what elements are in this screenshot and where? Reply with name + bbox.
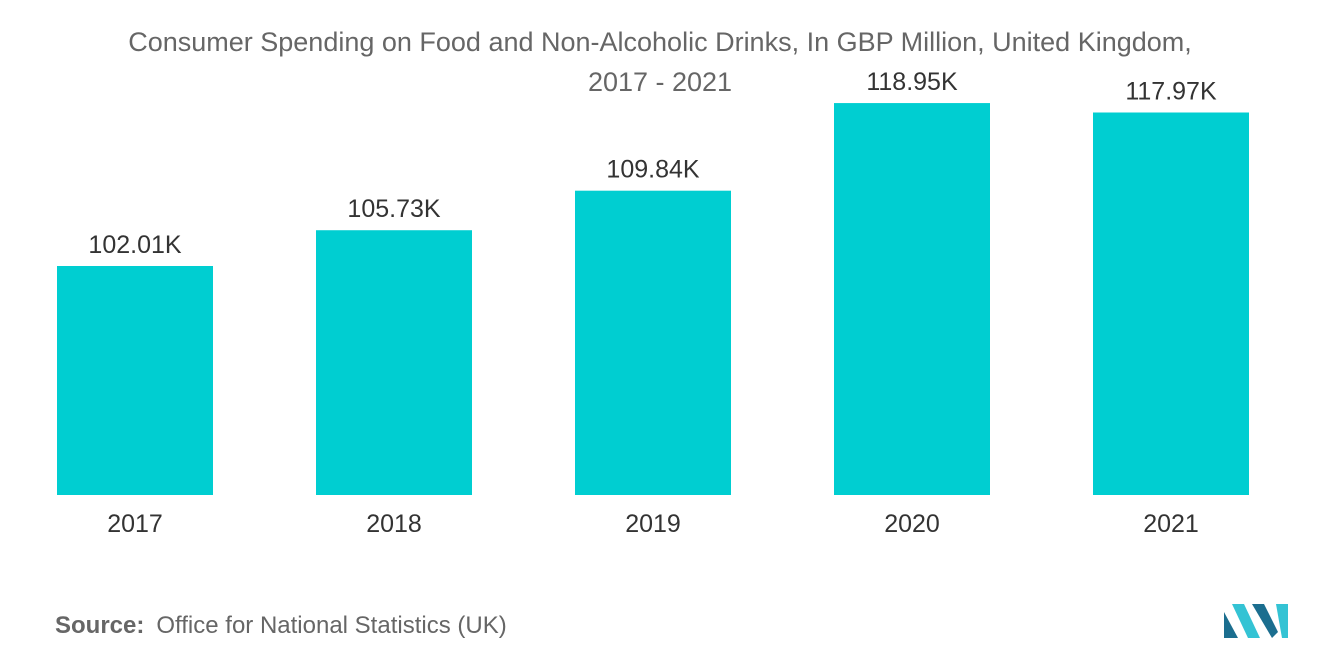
- category-label-2020: 2020: [884, 510, 940, 538]
- bar-2020: [834, 103, 990, 495]
- bar-2019: [575, 190, 731, 495]
- value-label-2018: 105.73K: [347, 195, 440, 223]
- bar-chart: 102.01K 2017 105.73K 2018 109.84K 2019 118.95K…: [57, 68, 1249, 538]
- chart-title-line-1: Consumer Spending on Food and Non-Alcoho…: [128, 27, 1192, 57]
- value-label-2020: 118.95K: [866, 68, 958, 96]
- source-text: Office for National Statistics (UK): [156, 612, 507, 639]
- value-label-2019: 109.84K: [606, 156, 699, 184]
- chart-title-line-2: 2017 - 2021: [587, 67, 733, 97]
- category-label-2017: 2017: [107, 510, 163, 538]
- value-label-2021: 117.97K: [1125, 77, 1217, 105]
- bar-2021: [1093, 112, 1249, 495]
- source-label: Source:: [55, 612, 145, 639]
- bar-2017: [57, 266, 213, 495]
- chart-title: Consumer Spending on Food and Non-Alcoho…: [0, 22, 1320, 102]
- category-label-2018: 2018: [366, 510, 422, 538]
- category-label-2021: 2021: [1143, 510, 1199, 538]
- value-label-2017: 102.01K: [88, 231, 181, 259]
- category-label-2019: 2019: [625, 510, 681, 538]
- bar-2018: [316, 230, 472, 496]
- source-note: Source: Office for National Statistics (U…: [55, 612, 507, 640]
- mordor-logo-icon: [1224, 604, 1288, 638]
